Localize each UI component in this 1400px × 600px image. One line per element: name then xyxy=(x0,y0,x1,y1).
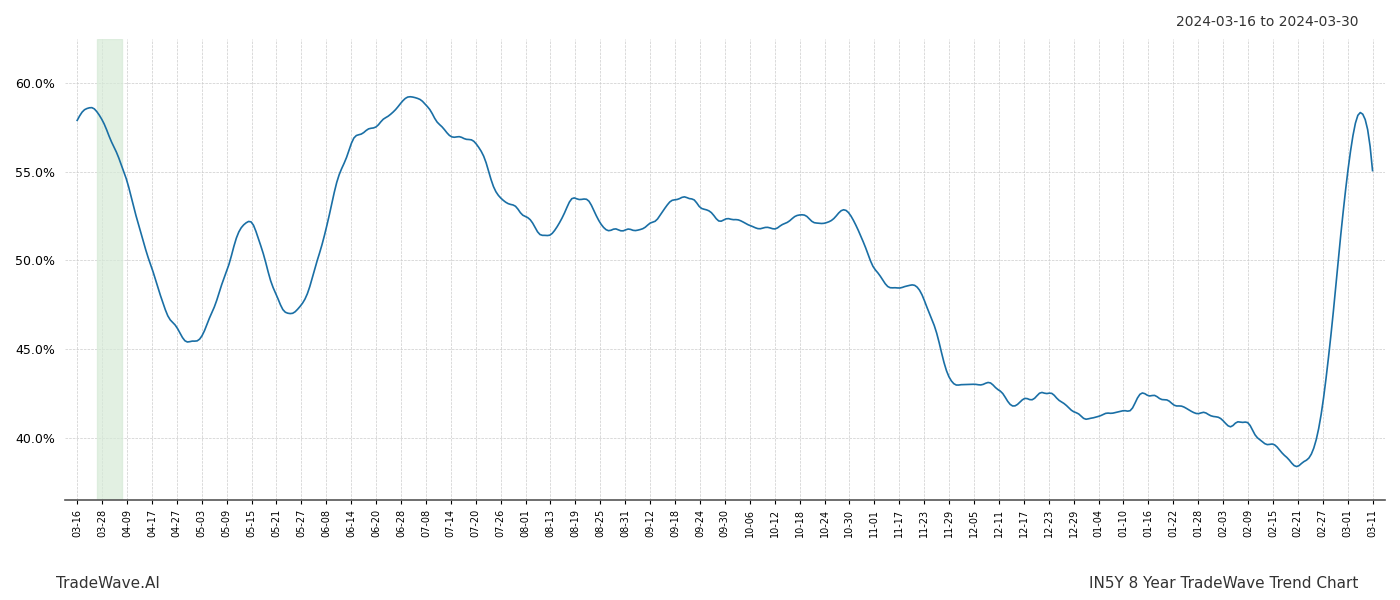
Bar xyxy=(97,39,122,500)
Text: 2024-03-16 to 2024-03-30: 2024-03-16 to 2024-03-30 xyxy=(1176,15,1358,29)
Text: TradeWave.AI: TradeWave.AI xyxy=(56,576,160,591)
Text: IN5Y 8 Year TradeWave Trend Chart: IN5Y 8 Year TradeWave Trend Chart xyxy=(1089,576,1358,591)
